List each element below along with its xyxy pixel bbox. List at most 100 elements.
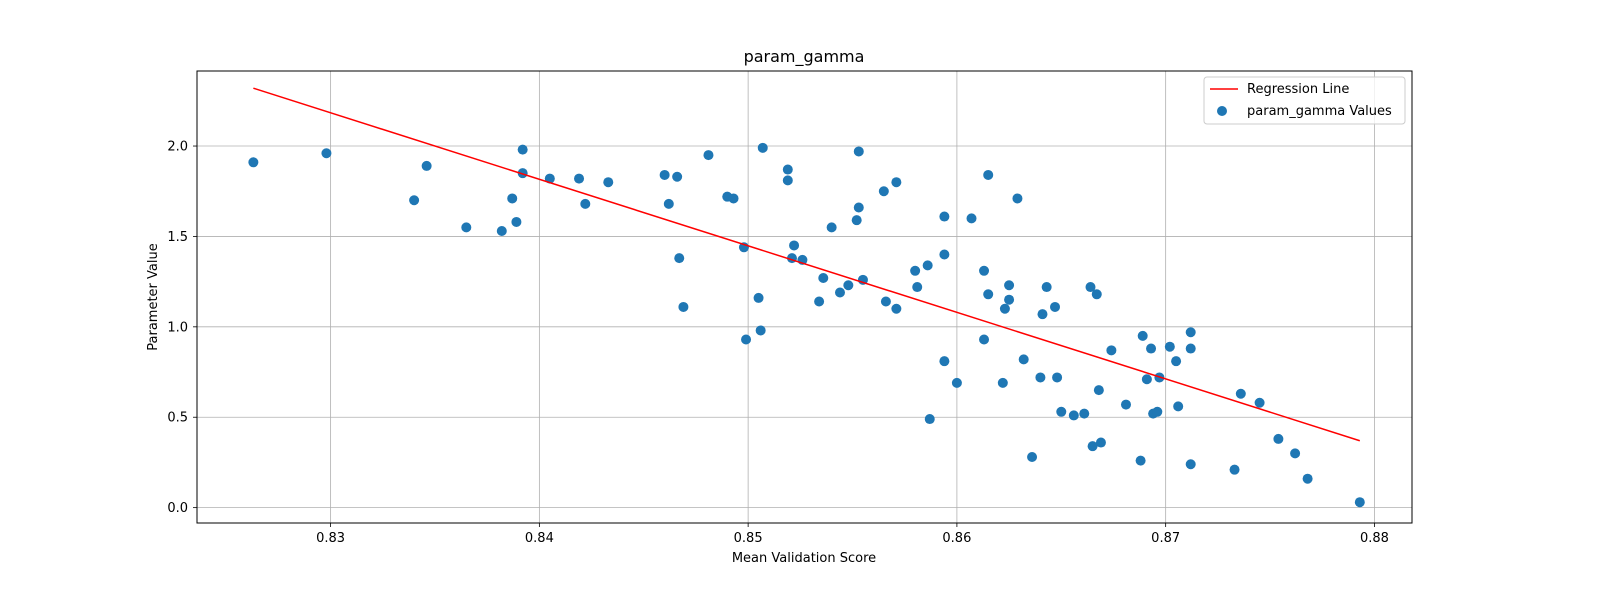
scatter-point	[1091, 289, 1102, 300]
scatter-point	[1035, 372, 1046, 383]
scatter-point	[924, 414, 935, 425]
scatter-point	[703, 150, 714, 161]
scatter-point	[1185, 343, 1196, 354]
scatter-point	[1079, 408, 1090, 419]
scatter-point	[1164, 341, 1175, 352]
scatter-point	[663, 198, 674, 209]
plot-area	[197, 71, 1412, 523]
x-tick-label: 0.86	[942, 531, 971, 546]
scatter-point	[1093, 385, 1104, 396]
scatter-point	[1152, 406, 1163, 417]
scatter-point	[1290, 448, 1301, 459]
scatter-point	[603, 177, 614, 188]
scatter-point	[1254, 397, 1265, 408]
scatter-point	[496, 226, 507, 237]
scatter-point	[782, 164, 793, 175]
x-tick-label: 0.84	[525, 531, 554, 546]
scatter-point	[461, 222, 472, 233]
scatter-point	[1012, 193, 1023, 204]
scatter-point	[983, 289, 994, 300]
x-tick-label: 0.87	[1151, 531, 1180, 546]
scatter-point	[678, 301, 689, 312]
x-tick-label: 0.88	[1360, 531, 1389, 546]
x-axis-ticks: 0.83 0.84 0.85 0.86 0.87 0.88	[316, 523, 1389, 546]
plot-frame	[196, 70, 1413, 524]
scatter-point	[1041, 282, 1052, 293]
scatter-point	[753, 292, 764, 303]
y-tick-label: 0.5	[167, 411, 188, 426]
scatter-point	[409, 195, 420, 206]
scatter-point	[1004, 294, 1015, 305]
scatter-point	[1056, 406, 1067, 417]
legend-label-scatter: param_gamma Values	[1247, 104, 1392, 119]
scatter-point	[912, 282, 923, 293]
scatter-point	[1037, 309, 1048, 320]
scatter-point	[321, 148, 332, 159]
scatter-point	[1095, 437, 1106, 448]
scatter-point	[878, 186, 889, 197]
scatter-point	[507, 193, 518, 204]
scatter-point	[1050, 301, 1061, 312]
scatter-point	[843, 280, 854, 291]
scatter-point	[421, 160, 432, 171]
scatter-point	[1146, 343, 1157, 354]
scatter-point	[672, 171, 683, 182]
scatter-point	[1027, 452, 1038, 463]
scatter-point	[1135, 455, 1146, 466]
scatter-point	[939, 211, 950, 222]
legend-swatch-scatter	[1217, 106, 1227, 116]
scatter-point	[1141, 374, 1152, 385]
y-tick-label: 1.5	[167, 230, 188, 245]
scatter-point	[1106, 345, 1117, 356]
scatter-point	[1185, 459, 1196, 470]
scatter-point	[728, 193, 739, 204]
scatter-point	[1173, 401, 1184, 412]
scatter-point	[1354, 497, 1365, 508]
y-axis-ticks: 0.0 0.5 1.0 1.5 2.0	[167, 140, 197, 516]
regression-line-group	[253, 87, 1361, 442]
scatter-point	[674, 253, 685, 264]
x-axis-label: Mean Validation Score	[732, 551, 876, 566]
scatter-point	[782, 175, 793, 186]
legend: Regression Line param_gamma Values	[1203, 76, 1406, 125]
regression-line	[253, 87, 1361, 442]
scatter-point	[1185, 327, 1196, 338]
scatter-point	[983, 169, 994, 180]
scatter-point	[826, 222, 837, 233]
scatter-point	[1171, 356, 1182, 367]
scatter-point	[997, 377, 1008, 388]
scatter-point	[1018, 354, 1029, 365]
scatter-point	[966, 213, 977, 224]
chart-title: param_gamma	[744, 47, 865, 67]
scatter-point	[818, 273, 829, 284]
scatter-point	[834, 287, 845, 298]
y-axis-label: Parameter Value	[146, 243, 161, 350]
scatter-point	[659, 169, 670, 180]
scatter-point	[939, 356, 950, 367]
scatter-point	[1302, 473, 1313, 484]
scatter-point	[1120, 399, 1131, 410]
scatter-point	[1052, 372, 1063, 383]
grid-lines	[197, 71, 1412, 523]
legend-label-regression-line: Regression Line	[1247, 82, 1349, 97]
scatter-point	[755, 325, 766, 336]
y-tick-label: 2.0	[167, 140, 188, 155]
scatter-point	[789, 240, 800, 251]
scatter-point	[891, 177, 902, 188]
scatter-point	[574, 173, 585, 184]
scatter-point	[517, 168, 528, 179]
y-tick-label: 1.0	[167, 320, 188, 335]
scatter-point	[757, 142, 768, 153]
scatter-point	[891, 303, 902, 314]
scatter-point	[979, 265, 990, 276]
scatter-point	[910, 265, 921, 276]
scatter-point	[1004, 280, 1015, 291]
x-tick-label: 0.85	[734, 531, 763, 546]
scatter-point	[1235, 388, 1246, 399]
scatter-point	[979, 334, 990, 345]
scatter-point	[939, 249, 950, 260]
scatter-point	[580, 198, 591, 209]
legend-box	[1203, 76, 1406, 125]
scatter-point	[814, 296, 825, 307]
